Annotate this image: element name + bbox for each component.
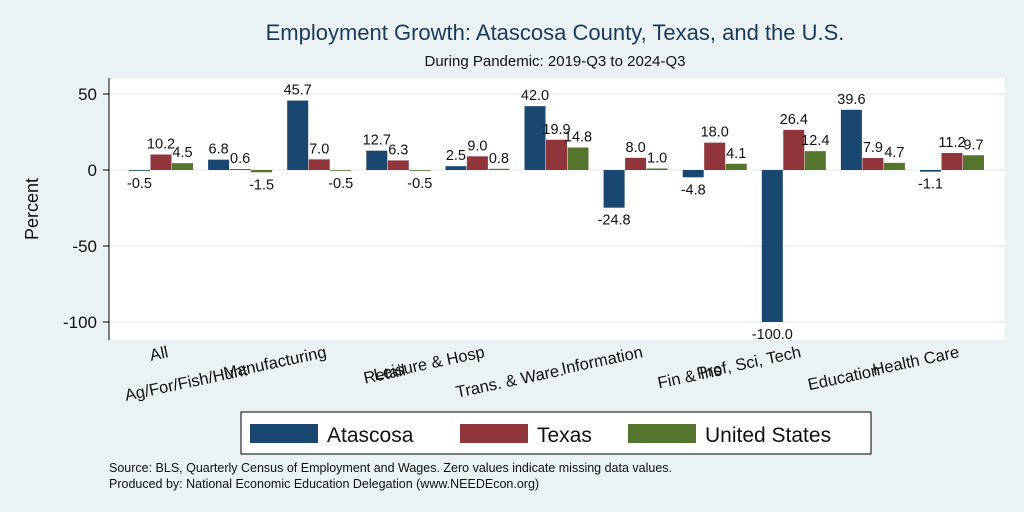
data-label: 6.3 [388,142,408,158]
legend-label: United States [705,424,831,447]
bar-atascosa [287,100,309,170]
bar-atascosa [682,170,704,178]
bar-texas [466,156,488,170]
bar-texas [625,157,647,170]
data-label: -0.5 [407,176,432,192]
chart-subtitle: During Pandemic: 2019-Q3 to 2024-Q3 [425,53,686,70]
legend-swatch [460,424,528,443]
bar-atascosa [920,170,941,172]
data-label: 11.2 [938,135,965,151]
bar-texas [783,129,805,170]
bar-texas [308,159,330,170]
data-label: -4.8 [681,182,706,198]
bar-united-states [488,168,510,170]
bar-united-states [883,162,905,170]
y-tick-label: -50 [72,237,97,256]
bar-texas [546,139,567,170]
data-label: 4.1 [726,146,746,162]
plot-area [109,78,1005,340]
data-label: 9.7 [963,137,983,153]
data-label: 19.9 [542,122,570,138]
bar-atascosa [840,109,862,170]
data-label: 0.8 [489,151,509,167]
data-label: 9.0 [467,138,487,154]
data-label: -1.1 [918,177,943,193]
bar-united-states [409,170,431,171]
data-label: 14.8 [564,130,592,146]
data-label: 6.8 [209,142,229,158]
data-label: -0.5 [127,176,152,192]
legend-swatch [250,424,318,443]
y-tick-label: -100 [63,313,97,332]
data-label: 42.0 [521,88,549,104]
category-label: Prof, Sci, Tech [695,343,803,383]
bar-united-states [330,170,352,171]
category-label: Trans. & Ware. [454,361,565,401]
y-tick-label: 50 [78,85,97,104]
bar-texas [150,154,172,170]
category-label: Information [560,343,644,378]
category-label: Education [806,361,882,394]
data-label: 10.2 [147,136,175,152]
data-label: 1.0 [647,150,667,166]
data-label: 45.7 [284,83,312,99]
producer-note: Produced by: National Economic Education… [109,477,539,491]
data-label: 4.7 [884,145,904,161]
data-label: 2.5 [446,148,466,164]
source-note: Source: BLS, Quarterly Census of Employm… [109,461,672,475]
data-label: 7.9 [863,140,883,156]
legend-swatch [628,424,696,443]
bar-atascosa [208,159,230,170]
bar-united-states [567,147,589,170]
data-label: 8.0 [626,140,646,156]
legend-label: Texas [537,424,592,447]
bar-united-states [251,170,273,173]
bar-atascosa [761,170,783,322]
data-label: 18.0 [701,125,729,141]
data-label: 26.4 [780,112,808,128]
data-label: 7.0 [309,141,329,157]
bar-united-states [172,163,193,170]
chart-title: Employment Growth: Atascosa County, Texa… [266,20,845,45]
bar-united-states [646,168,668,170]
legend: Atascosa Texas United States [240,411,872,455]
bar-united-states [725,163,747,170]
category-label: All [148,343,170,364]
data-label: 12.7 [363,133,391,149]
bar-atascosa [445,166,467,170]
category-label: Manufacturing [222,343,328,382]
data-label: -0.5 [328,176,353,192]
bar-texas [229,169,251,170]
category-label: Health Care [871,343,961,379]
y-axis-label: Percent [22,178,42,240]
bar-atascosa [524,106,546,170]
legend-box [240,411,872,455]
bar-atascosa [366,150,388,170]
bar-atascosa [129,170,150,171]
legend-label: Atascosa [327,424,414,447]
data-label: 0.6 [230,151,250,167]
y-tick-label: 0 [88,161,97,180]
data-label: -24.8 [598,213,631,229]
bar-united-states [804,151,826,170]
bar-texas [704,142,726,170]
bar-texas [862,157,884,170]
bar-atascosa [603,170,625,208]
bar-texas [941,152,963,170]
bar-united-states [963,155,984,170]
bar-texas [387,160,409,170]
category-label: Leisure & Hosp [372,343,486,384]
data-label: -1.5 [249,177,274,193]
data-label: -100.0 [752,327,793,343]
data-label: 39.6 [837,92,865,108]
data-label: 12.4 [801,133,829,149]
data-label: 4.5 [172,145,192,161]
